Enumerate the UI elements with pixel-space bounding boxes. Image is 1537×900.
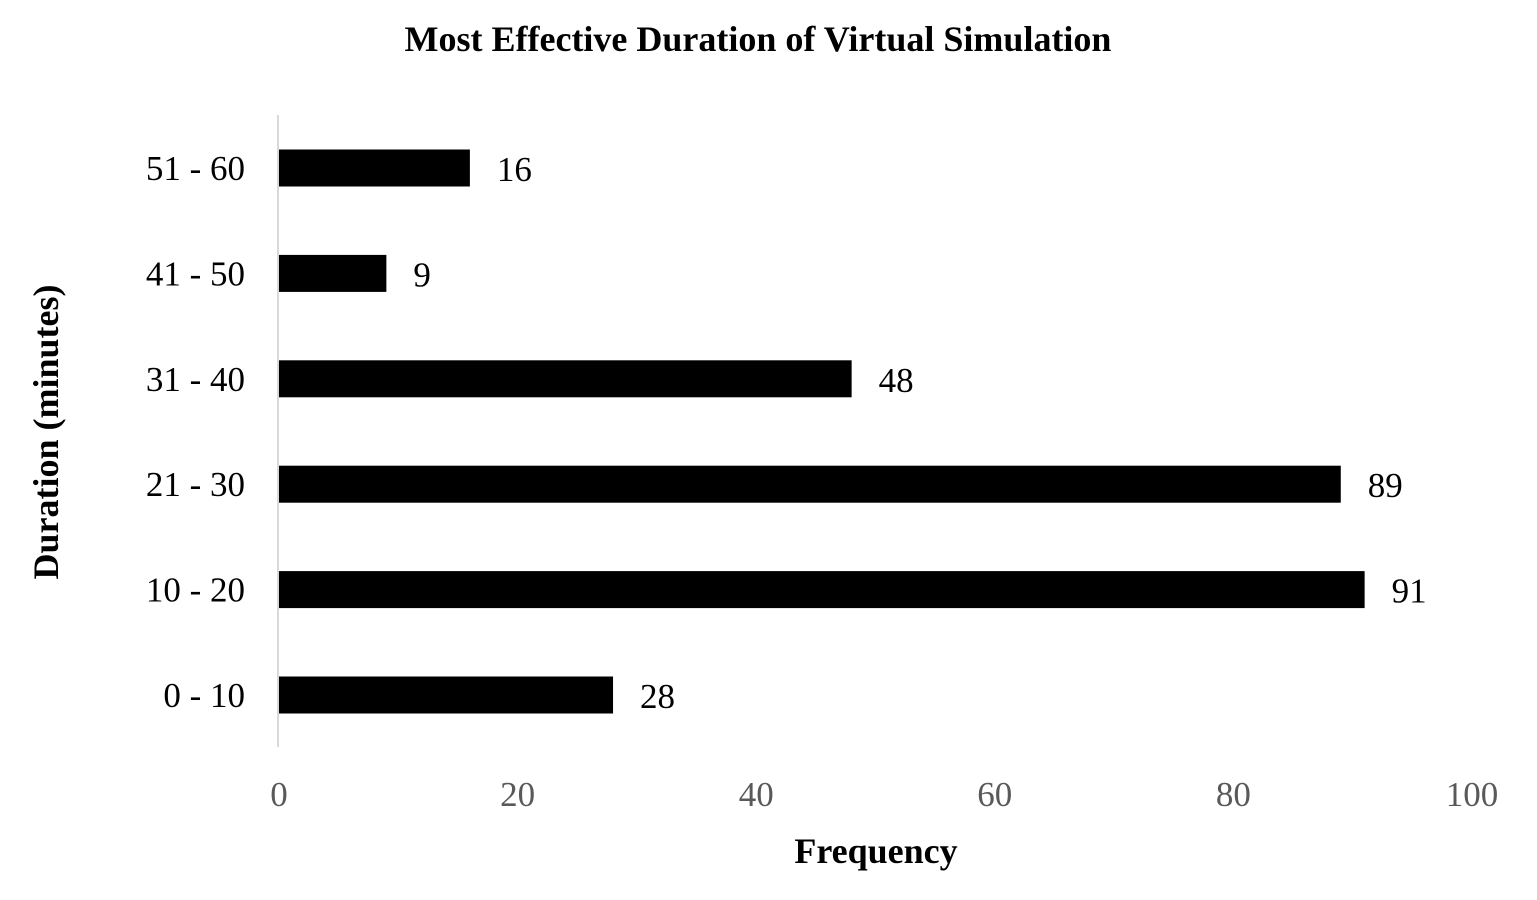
category-labels-group: 0 - 10 10 - 20 21 - 30 31 - 40 41 - 50 51 - 6… bbox=[146, 149, 245, 715]
category-label: 10 - 20 bbox=[146, 571, 245, 610]
x-tick-label: 20 bbox=[500, 775, 535, 814]
data-label: 91 bbox=[1392, 572, 1427, 611]
data-label: 89 bbox=[1368, 466, 1403, 505]
bar-51-60 bbox=[279, 149, 470, 187]
x-tick-label: 60 bbox=[977, 775, 1012, 814]
category-label: 41 - 50 bbox=[146, 254, 245, 293]
x-tick-label: 80 bbox=[1216, 775, 1251, 814]
x-tick-label: 40 bbox=[739, 775, 774, 814]
category-label: 21 - 30 bbox=[146, 465, 245, 504]
x-tick-label: 0 bbox=[270, 775, 288, 814]
bar-21-30 bbox=[279, 465, 1341, 503]
data-labels-group: 28 91 89 48 9 16 bbox=[413, 150, 1426, 716]
data-label: 9 bbox=[413, 255, 431, 294]
bar-31-40 bbox=[279, 360, 852, 398]
bar-0-10 bbox=[279, 676, 614, 714]
chart-title: Most Effective Duration of Virtual Simul… bbox=[405, 19, 1112, 59]
bar-10-20 bbox=[279, 571, 1365, 609]
x-tick-labels-group: 0 20 40 60 80 100 bbox=[270, 775, 1498, 814]
bar-41-50 bbox=[279, 254, 387, 292]
y-axis-title: Duration (minutes) bbox=[26, 285, 66, 580]
data-label: 16 bbox=[497, 150, 532, 189]
category-label: 51 - 60 bbox=[146, 149, 245, 188]
category-label: 0 - 10 bbox=[163, 676, 245, 715]
category-label: 31 - 40 bbox=[146, 360, 245, 399]
x-tick-label: 100 bbox=[1446, 775, 1499, 814]
x-axis-title: Frequency bbox=[794, 831, 957, 871]
data-label: 28 bbox=[640, 677, 675, 716]
data-label: 48 bbox=[879, 361, 914, 400]
bars-group bbox=[279, 149, 1365, 714]
